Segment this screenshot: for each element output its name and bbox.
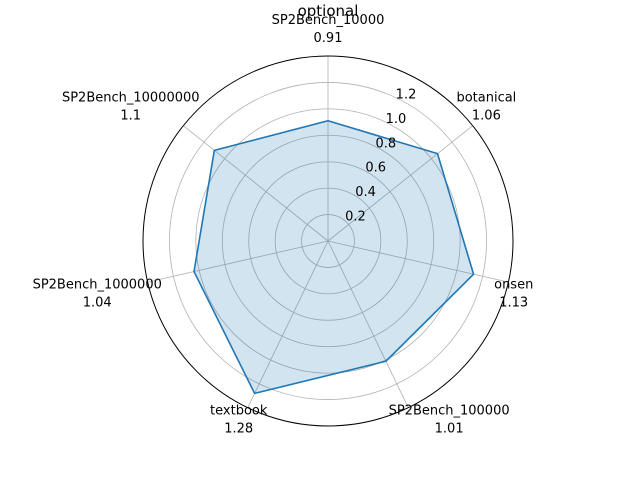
value-label: 1.04 [83, 295, 112, 310]
category-label-group: textbook 1.28 [210, 404, 268, 437]
value-label: 1.06 [472, 108, 501, 123]
grid-spoke [327, 240, 409, 408]
grid-spoke [327, 240, 509, 283]
value-label: 0.91 [314, 31, 343, 46]
grid-layer [142, 55, 514, 427]
grid-spoke [183, 125, 329, 242]
label-layer: 0.2 0.4 0.6 0.8 1.0 1.2 SP2Bench_10000 0.91 bota… [33, 13, 534, 437]
radial-tick-label: 0.6 [365, 161, 386, 176]
category-label-group: botanical 1.06 [456, 90, 516, 123]
value-label: 1.1 [120, 108, 141, 123]
grid-spoke [247, 240, 329, 408]
category-label: SP2Bench_10000 [272, 13, 385, 28]
category-label: SP2Bench_10000000 [62, 90, 200, 105]
category-label: SP2Bench_1000000 [33, 277, 162, 292]
radial-tick-label: 0.2 [345, 210, 366, 225]
value-label: 1.13 [499, 295, 528, 310]
radial-tick-label: 1.0 [386, 112, 407, 127]
category-label-group: SP2Bench_1000000 1.04 [33, 277, 162, 310]
grid-spoke [327, 125, 473, 242]
category-label-group: onsen 1.13 [494, 277, 533, 310]
value-label: 1.28 [224, 422, 253, 437]
polar-frame [142, 55, 514, 427]
category-label: textbook [210, 404, 268, 419]
grid-spoke [147, 240, 329, 283]
radial-tick-label: 1.2 [396, 87, 417, 102]
category-label: SP2Bench_100000 [389, 404, 510, 419]
radial-tick-label: 0.4 [355, 185, 376, 200]
series-line [193, 119, 475, 395]
value-label: 1.01 [435, 422, 464, 437]
category-label: botanical [456, 90, 516, 105]
category-label-group: SP2Bench_10000 0.91 [272, 13, 385, 46]
radial-tick-label: 0.8 [375, 136, 396, 151]
category-label-group: SP2Bench_100000 1.01 [389, 404, 510, 437]
category-label: onsen [494, 277, 533, 292]
series-layer [193, 119, 475, 395]
category-label-group: SP2Bench_10000000 1.1 [62, 90, 200, 123]
series-area [194, 120, 474, 394]
chart-title: optional [298, 2, 359, 20]
